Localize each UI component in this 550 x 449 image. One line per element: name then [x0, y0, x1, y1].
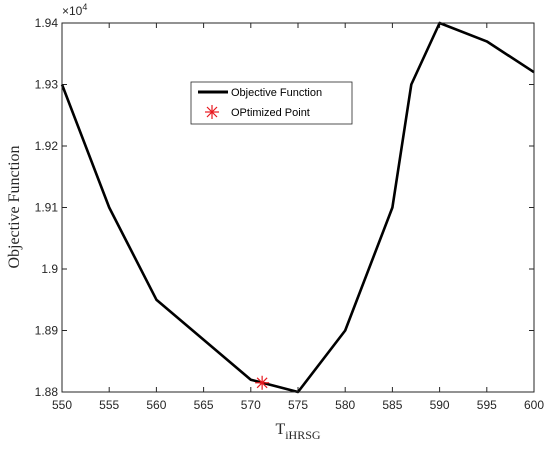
y-tick-label: 1.9 — [41, 262, 58, 276]
x-tick-label: 555 — [99, 398, 119, 412]
x-tick-label: 570 — [241, 398, 261, 412]
x-tick-label: 585 — [382, 398, 402, 412]
y-tick-label: 1.92 — [35, 139, 59, 153]
plot-background — [62, 23, 534, 392]
series-layer — [60, 21, 535, 394]
y-tick-label: 1.93 — [35, 78, 59, 92]
legend-label-optimized: OPtimized Point — [231, 107, 310, 119]
x-tick-label: 560 — [146, 398, 166, 412]
plot-frame — [61, 22, 535, 393]
y-tick-labels: 1.88 1.89 1.9 1.91 1.92 1.93 1.94 — [35, 16, 59, 399]
y-axis-label: Objective Function — [6, 145, 23, 268]
marker-layer — [255, 375, 270, 390]
y-tick-label: 1.94 — [35, 16, 59, 30]
optimized-point-marker — [255, 375, 270, 390]
y-exponent-label: ×104 — [62, 2, 87, 18]
x-tick-labels: 550 555 560 565 570 575 580 585 590 595 600 — [52, 398, 544, 412]
x-tick-label: 595 — [477, 398, 497, 412]
x-tick-label: 580 — [335, 398, 355, 412]
legend-star-swatch — [205, 105, 219, 119]
y-tick-label: 1.91 — [35, 201, 59, 215]
series-line-objective-function — [60, 21, 535, 394]
x-axis-label: TiHRSG — [275, 421, 320, 442]
y-tick-label: 1.89 — [35, 324, 59, 338]
x-tick-label: 590 — [430, 398, 450, 412]
x-tick-label: 600 — [524, 398, 544, 412]
legend-box — [190, 81, 353, 125]
y-tick-label: 1.88 — [35, 385, 59, 399]
legend-label-objective: Objective Function — [231, 87, 322, 99]
legend: Objective Function OPtimized Point — [190, 81, 353, 125]
x-tick-label: 575 — [288, 398, 308, 412]
x-tick-label: 565 — [194, 398, 214, 412]
x-tick-label: 550 — [52, 398, 72, 412]
